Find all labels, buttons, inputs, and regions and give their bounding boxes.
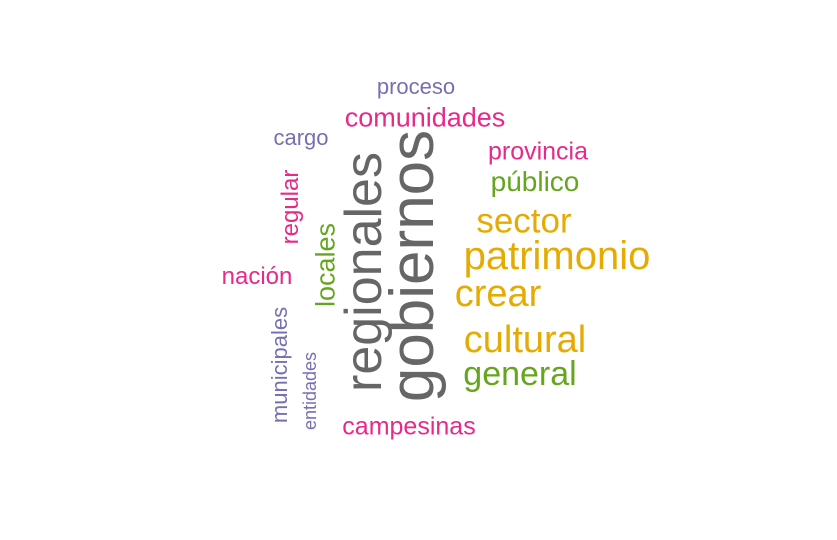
word-locales: locales bbox=[310, 222, 341, 308]
word-provincia: provincia bbox=[487, 137, 589, 166]
word-cargo: cargo bbox=[273, 125, 329, 150]
word-campesinas: campesinas bbox=[342, 412, 476, 441]
word-cultural: cultural bbox=[463, 319, 587, 361]
word-regionales: regionales bbox=[335, 152, 393, 392]
word-publico: público bbox=[490, 166, 580, 197]
word-proceso: proceso bbox=[376, 74, 456, 99]
word-crear: crear bbox=[454, 273, 542, 315]
word-comunidades: comunidades bbox=[344, 102, 506, 133]
word-regular: regular bbox=[277, 169, 304, 245]
word-nacion: nación bbox=[221, 263, 293, 290]
word-patrimonio: patrimonio bbox=[463, 234, 651, 278]
word-entidades: entidades bbox=[300, 351, 320, 431]
word-general: general bbox=[463, 355, 577, 393]
word-municipales: municipales bbox=[267, 306, 292, 424]
word-sector: sector bbox=[476, 201, 572, 241]
